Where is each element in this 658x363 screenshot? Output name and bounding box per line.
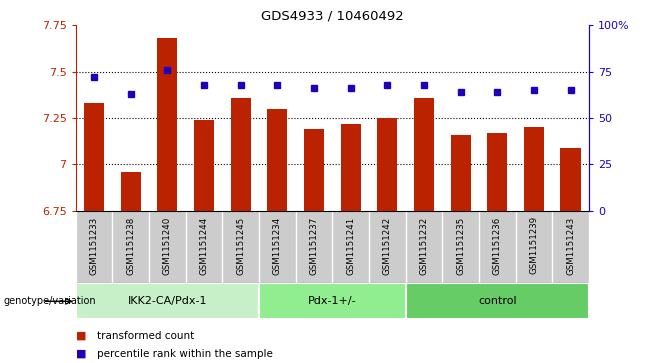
Text: GSM1151241: GSM1151241 (346, 216, 355, 274)
Bar (561, 148, 580, 211)
Text: GSM1151238: GSM1151238 (126, 216, 135, 274)
Text: GSM1151243: GSM1151243 (566, 216, 575, 274)
Text: GSM1151233: GSM1151233 (89, 216, 99, 274)
Title: GDS4933 / 10460492: GDS4933 / 10460492 (261, 10, 403, 23)
Text: ■: ■ (76, 349, 86, 359)
Text: ■: ■ (76, 331, 86, 341)
Bar (76, 211, 589, 283)
Bar (157, 38, 178, 211)
Bar (76, 283, 259, 319)
Bar (341, 123, 361, 211)
Text: GSM1151234: GSM1151234 (273, 216, 282, 274)
Text: GSM1151240: GSM1151240 (163, 216, 172, 274)
Bar (524, 127, 544, 211)
Text: GSM1151245: GSM1151245 (236, 216, 245, 274)
Text: percentile rank within the sample: percentile rank within the sample (97, 349, 272, 359)
Bar (120, 172, 141, 211)
Text: GSM1151242: GSM1151242 (383, 216, 392, 274)
Bar (487, 133, 507, 211)
Text: IKK2-CA/Pdx-1: IKK2-CA/Pdx-1 (128, 296, 207, 306)
Bar (304, 129, 324, 211)
Bar (230, 98, 251, 211)
Text: transformed count: transformed count (97, 331, 194, 341)
Text: control: control (478, 296, 517, 306)
Text: GSM1151244: GSM1151244 (199, 216, 209, 274)
Bar (414, 98, 434, 211)
Text: genotype/variation: genotype/variation (3, 296, 96, 306)
Bar (194, 120, 214, 211)
Bar (267, 109, 288, 211)
Text: GSM1151236: GSM1151236 (493, 216, 502, 274)
Bar (84, 103, 104, 211)
Bar (259, 283, 405, 319)
Bar (377, 118, 397, 211)
Text: GSM1151239: GSM1151239 (530, 216, 538, 274)
Text: Pdx-1+/-: Pdx-1+/- (308, 296, 357, 306)
Text: GSM1151237: GSM1151237 (309, 216, 318, 274)
Text: GSM1151232: GSM1151232 (419, 216, 428, 274)
Text: GSM1151235: GSM1151235 (456, 216, 465, 274)
Bar (451, 135, 470, 211)
Bar (405, 283, 589, 319)
